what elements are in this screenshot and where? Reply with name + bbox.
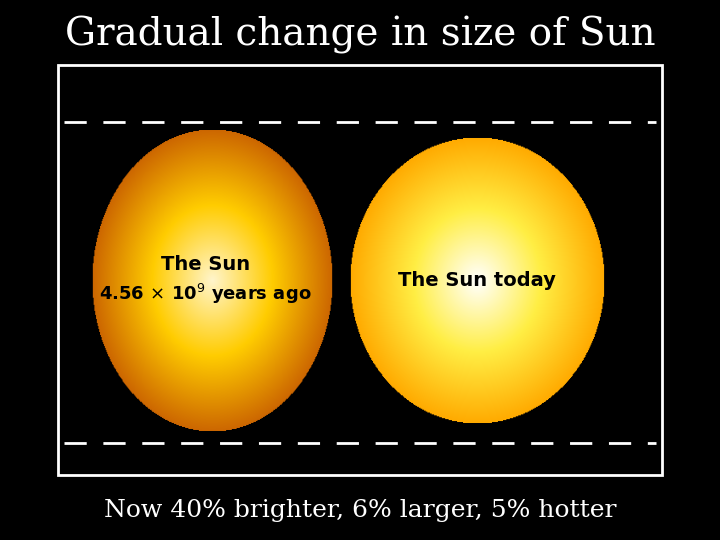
Text: Gradual change in size of Sun: Gradual change in size of Sun (65, 16, 655, 54)
Text: 4.56 $\times$ 10$^9$ years ago: 4.56 $\times$ 10$^9$ years ago (99, 282, 312, 306)
Text: The Sun: The Sun (161, 255, 250, 274)
FancyBboxPatch shape (58, 65, 662, 475)
Text: Now 40% brighter, 6% larger, 5% hotter: Now 40% brighter, 6% larger, 5% hotter (104, 499, 616, 522)
Text: The Sun today: The Sun today (398, 271, 556, 291)
